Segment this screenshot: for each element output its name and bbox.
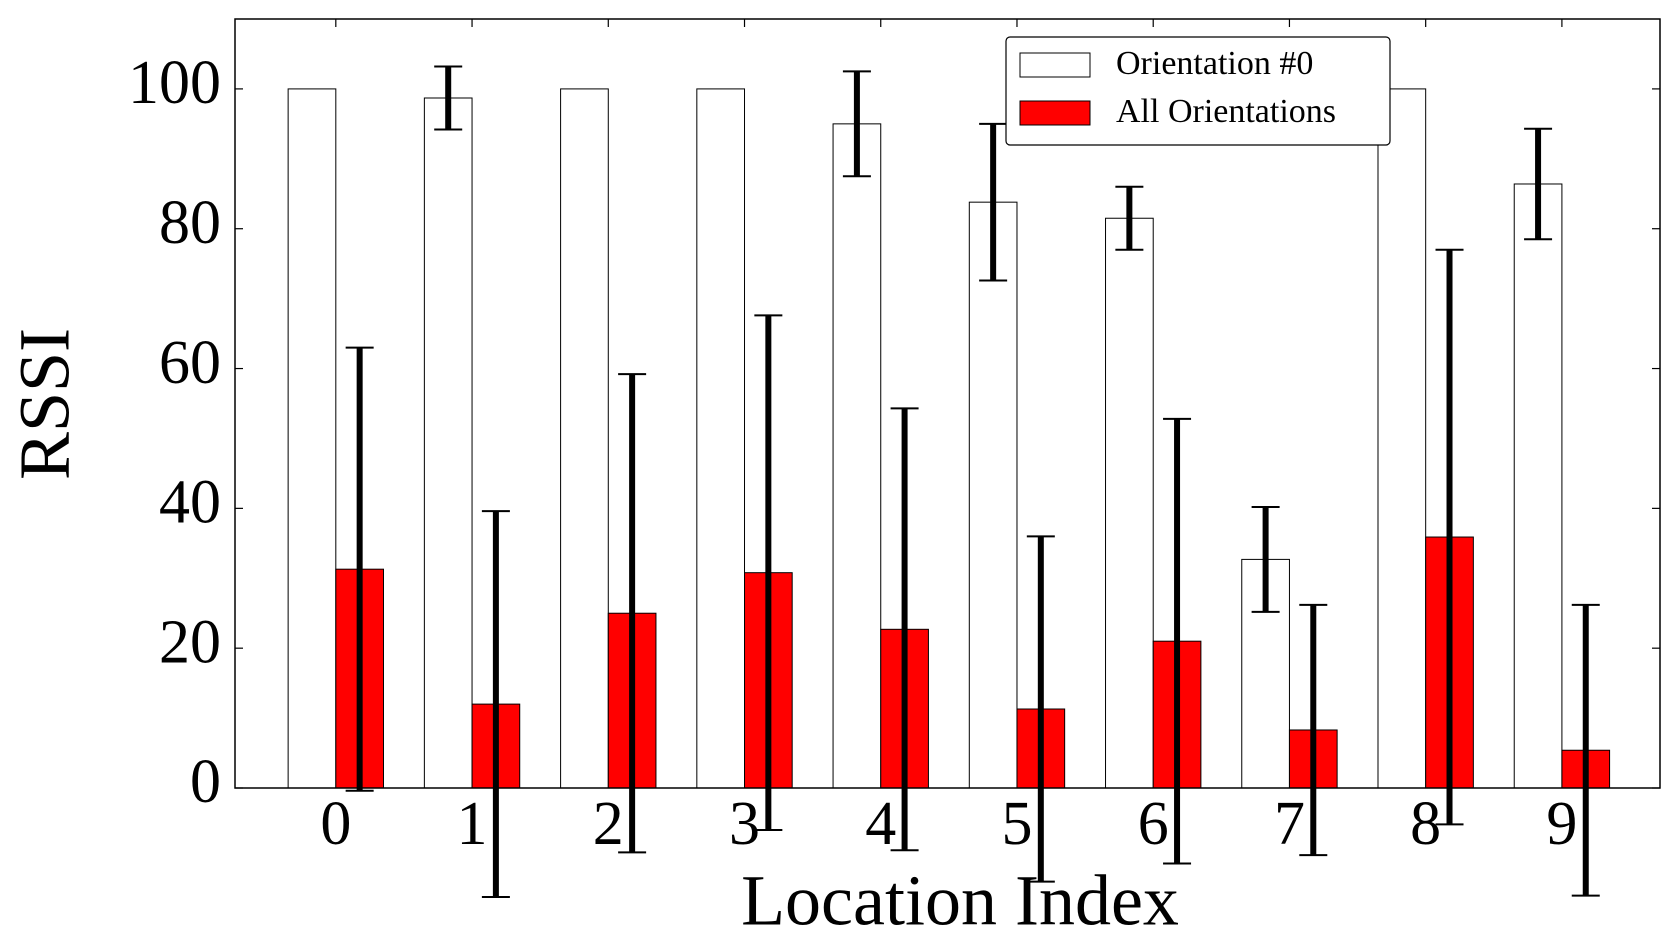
bar xyxy=(968,201,1018,789)
bar xyxy=(1377,88,1427,789)
x-tick-label: 5 xyxy=(1001,790,1032,858)
y-tick-label: 80 xyxy=(159,189,221,257)
legend-label: All Orientations xyxy=(1116,93,1336,130)
plot-frame xyxy=(234,18,1661,789)
x-tick-label: 3 xyxy=(729,790,760,858)
x-tick-label: 1 xyxy=(457,790,488,858)
legend-swatch xyxy=(1019,100,1091,126)
x-tick-label: 2 xyxy=(593,790,624,858)
y-tick-label: 60 xyxy=(159,329,221,397)
bar xyxy=(560,88,609,789)
x-tick-label: 0 xyxy=(320,790,351,858)
y-tick-label: 0 xyxy=(190,748,221,816)
bar xyxy=(1513,183,1563,789)
y-axis-label: RSSI xyxy=(5,328,85,480)
bar xyxy=(832,123,882,789)
legend-swatch xyxy=(1019,52,1091,78)
x-tick-label: 4 xyxy=(865,790,896,858)
x-axis-label: Location Index xyxy=(741,861,1179,941)
bar xyxy=(423,97,473,789)
x-tick-label: 6 xyxy=(1138,790,1169,858)
x-tick-label: 7 xyxy=(1274,790,1305,858)
legend-box xyxy=(1005,36,1391,146)
y-tick-label: 40 xyxy=(159,469,221,537)
legend-label: Orientation #0 xyxy=(1116,45,1313,82)
x-tick-label: 9 xyxy=(1546,790,1577,858)
bar xyxy=(1105,217,1154,789)
y-tick-label: 20 xyxy=(159,608,221,676)
bar xyxy=(696,88,746,789)
y-tick-label: 100 xyxy=(128,49,221,117)
bar xyxy=(287,88,337,789)
